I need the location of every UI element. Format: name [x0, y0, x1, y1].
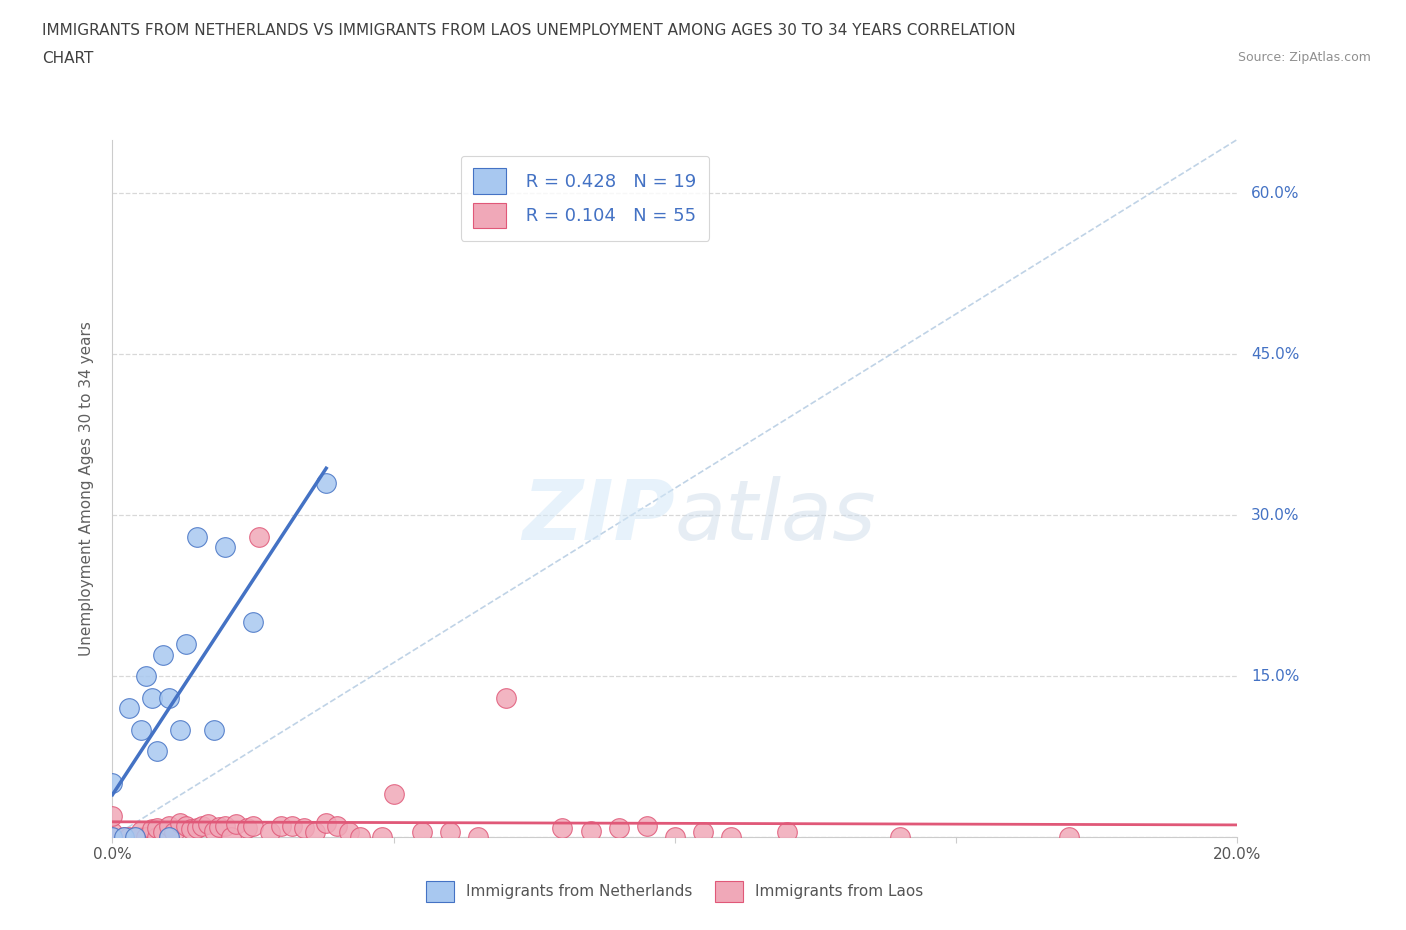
Point [202, 823, 225, 838]
Point [270, 818, 292, 833]
Point [636, 818, 658, 833]
Point [135, 669, 157, 684]
Point [118, 830, 141, 844]
Point [135, 830, 157, 844]
Point [152, 647, 174, 662]
Point [197, 817, 219, 831]
Point [157, 690, 180, 705]
Point [337, 824, 360, 839]
Point [186, 821, 208, 836]
Point [551, 821, 574, 836]
Point [214, 539, 236, 554]
Point [141, 690, 163, 705]
Point [101, 830, 124, 844]
Point [141, 822, 163, 837]
Point [236, 821, 259, 836]
Point [1057, 830, 1080, 844]
Point [281, 818, 304, 833]
Text: IMMIGRANTS FROM NETHERLANDS VS IMMIGRANTS FROM LAOS UNEMPLOYMENT AMONG AGES 30 T: IMMIGRANTS FROM NETHERLANDS VS IMMIGRANT… [42, 23, 1015, 38]
Point [129, 823, 152, 838]
Point [225, 817, 247, 831]
Point [101, 808, 124, 823]
Point [169, 816, 191, 830]
Point [664, 830, 686, 844]
Point [208, 820, 231, 835]
Point [371, 830, 394, 844]
Point [607, 821, 630, 836]
Text: CHART: CHART [42, 51, 94, 66]
Point [692, 824, 714, 839]
Point [157, 830, 180, 844]
Point [174, 818, 197, 833]
Legend:  R = 0.428   N = 19,  R = 0.104   N = 55: R = 0.428 N = 19, R = 0.104 N = 55 [461, 155, 709, 241]
Point [157, 830, 180, 844]
Point [112, 830, 135, 844]
Legend: Immigrants from Netherlands, Immigrants from Laos: Immigrants from Netherlands, Immigrants … [420, 874, 929, 909]
Point [169, 723, 191, 737]
Point [124, 830, 146, 844]
Point [411, 824, 433, 839]
Point [118, 701, 141, 716]
Text: 60.0%: 60.0% [1251, 186, 1299, 201]
Point [720, 830, 742, 844]
Point [315, 816, 337, 830]
Point [174, 636, 197, 651]
Point [214, 818, 236, 833]
Point [129, 723, 152, 737]
Point [247, 529, 270, 544]
Point [146, 830, 169, 844]
Point [124, 830, 146, 844]
Point [191, 818, 214, 833]
Text: 30.0%: 30.0% [1251, 508, 1299, 523]
Point [579, 823, 602, 838]
Point [495, 690, 517, 705]
Point [157, 818, 180, 833]
Point [180, 822, 202, 837]
Point [889, 830, 911, 844]
Point [101, 830, 124, 844]
Point [112, 830, 135, 844]
Point [382, 787, 405, 802]
Point [186, 529, 208, 544]
Text: ZIP: ZIP [522, 475, 675, 557]
Point [776, 824, 799, 839]
Point [242, 818, 264, 833]
Point [242, 615, 264, 630]
Point [439, 824, 461, 839]
Point [326, 818, 349, 833]
Point [219, 830, 242, 844]
Point [315, 475, 337, 490]
Point [129, 830, 152, 844]
Point [259, 824, 281, 839]
Point [349, 830, 371, 844]
Point [304, 824, 326, 839]
Point [101, 824, 124, 839]
Point [101, 776, 124, 790]
Point [202, 723, 225, 737]
Point [146, 744, 169, 759]
Text: 45.0%: 45.0% [1251, 347, 1299, 362]
Text: Source: ZipAtlas.com: Source: ZipAtlas.com [1237, 51, 1371, 64]
Text: 15.0%: 15.0% [1251, 669, 1299, 684]
Point [292, 821, 315, 836]
Point [467, 830, 489, 844]
Y-axis label: Unemployment Among Ages 30 to 34 years: Unemployment Among Ages 30 to 34 years [79, 321, 94, 656]
Text: atlas: atlas [675, 475, 876, 557]
Point [163, 824, 186, 839]
Point [146, 821, 169, 836]
Point [152, 824, 174, 839]
